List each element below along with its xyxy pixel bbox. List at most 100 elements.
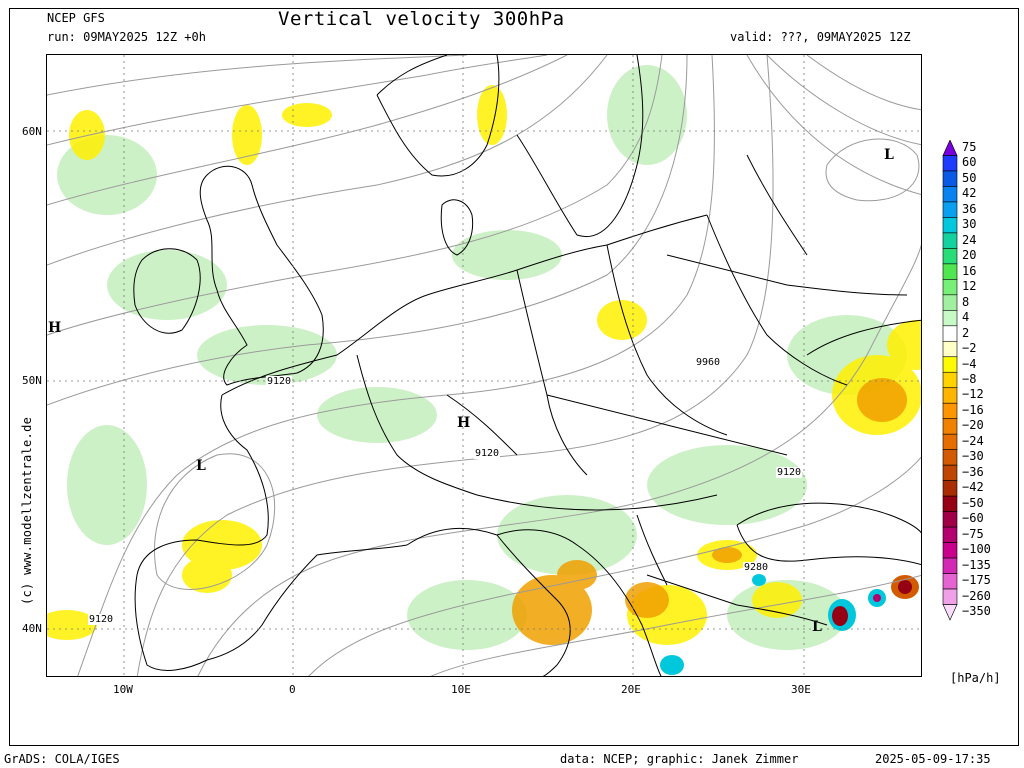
ascent-areas: [57, 65, 907, 650]
colorbar-swatch: [942, 294, 958, 311]
colorbar-swatch: [942, 526, 958, 543]
run-info: run: 09MAY2025 12Z +0h: [47, 30, 206, 44]
colorbar-swatch: [942, 433, 958, 450]
descent-areas: [47, 85, 921, 645]
colorbar-swatch: [942, 604, 958, 621]
intense-cells: [660, 574, 919, 675]
colorbar-tick-label: 50: [962, 170, 977, 185]
contour-label: 9960: [695, 357, 722, 368]
footer-timestamp: 2025-05-09-17:35: [875, 752, 991, 766]
colorbar-swatch: [942, 263, 958, 280]
lon-label-10w: 10W: [113, 683, 133, 696]
colorbar-tick-label: 60: [962, 155, 977, 170]
weather-map: [46, 54, 922, 677]
colorbar-swatch: [942, 418, 958, 435]
lon-label-30e: 30E: [791, 683, 811, 696]
lat-label-50n: 50N: [22, 374, 42, 387]
colorbar-tick-label: −36: [962, 464, 984, 479]
lat-label-40n: 40N: [22, 622, 42, 635]
colorbar-tick-label: −75: [962, 526, 984, 541]
colorbar-tick-label: −175: [962, 573, 991, 588]
colorbar-swatch: [942, 557, 958, 574]
colorbar-swatch: [942, 588, 958, 605]
colorbar-tick-label: −100: [962, 542, 991, 557]
colorbar-swatch: [942, 170, 958, 187]
map-graphics: [47, 55, 921, 676]
colorbar-swatch: [942, 480, 958, 497]
footer-credits: data: NCEP; graphic: Janek Zimmer: [560, 752, 799, 766]
low-center-biscay: L: [196, 458, 206, 474]
colorbar-tick-label: −30: [962, 449, 984, 464]
lon-label-20e: 20E: [621, 683, 641, 696]
colorbar-swatch: [942, 201, 958, 218]
colorbar-tick-label: −42: [962, 480, 984, 495]
colorbar-swatch: [942, 573, 958, 590]
colorbar-tick-label: 16: [962, 263, 977, 278]
low-center-southeast: L: [812, 619, 822, 635]
colorbar-tick-label: −8: [962, 372, 977, 386]
colorbar-tick-label: 75: [962, 139, 977, 154]
contour-label: 9120: [776, 467, 803, 478]
colorbar-tick-label: 8: [962, 294, 970, 309]
colorbar-swatch: [942, 217, 958, 234]
colorbar-tick-label: −350: [962, 604, 991, 619]
high-center-central: H: [457, 415, 471, 431]
colorbar-tick-label: −260: [962, 588, 991, 603]
graticule: [47, 55, 921, 676]
colorbar-swatch: [942, 511, 958, 528]
strong-descent-areas: [512, 378, 907, 645]
colorbar-tick-label: −60: [962, 511, 984, 526]
low-center-northeast: L: [884, 147, 894, 163]
high-center-west: H: [48, 320, 62, 336]
copyright-text: (c) www.modellzentrale.de: [20, 416, 34, 605]
footer-software: GrADS: COLA/IGES: [4, 752, 120, 766]
colorbar-swatch: [942, 356, 958, 373]
colorbar-tick-label: −2: [962, 341, 977, 356]
contour-label: 9280: [743, 562, 770, 573]
colorbar-swatch: [942, 155, 958, 172]
colorbar-swatch: [942, 279, 958, 296]
colorbar-tick-label: −20: [962, 418, 984, 433]
colorbar-tick-label: −16: [962, 402, 984, 417]
lat-label-60n: 60N: [22, 125, 42, 138]
colorbar-tick-label: 12: [962, 279, 977, 294]
colorbar-swatch: [942, 449, 958, 466]
lon-label-0: 0: [289, 683, 296, 696]
colorbar-tick-label: 4: [962, 310, 970, 325]
colorbar-tick-label: 24: [962, 232, 977, 247]
colorbar-tick-label: 36: [962, 201, 977, 216]
colorbar-tick-label: −24: [962, 433, 984, 448]
colorbar-swatch: [942, 495, 958, 512]
map-title: Vertical velocity 300hPa: [278, 8, 565, 30]
contour-label: 9120: [266, 376, 293, 387]
colorbar-swatch: [942, 542, 958, 559]
colorbar-swatch: [942, 371, 958, 389]
colorbar-swatch: [942, 232, 958, 249]
colorbar-tick-label: 2: [962, 325, 970, 340]
colorbar-swatch: [942, 340, 958, 358]
contour-label: 9120: [88, 614, 115, 625]
colorbar-tick-label: −4: [962, 356, 977, 371]
colorbar-unit: [hPa/h]: [950, 671, 1001, 685]
colorbar-tick-label: −135: [962, 557, 991, 572]
colorbar-tick-label: −50: [962, 495, 984, 510]
colorbar-tick-label: 42: [962, 186, 977, 201]
colorbar-swatch: [942, 464, 958, 481]
height-contours: [47, 55, 921, 676]
colorbar-swatch: [942, 248, 958, 265]
plot-frame: [9, 8, 1019, 746]
valid-time: valid: ???, 09MAY2025 12Z: [730, 30, 911, 44]
model-source: NCEP GFS: [47, 11, 105, 25]
colorbar-swatch: [942, 325, 958, 342]
colorbar-swatch: [942, 387, 958, 404]
colorbar-tick-label: 30: [962, 217, 977, 232]
lon-label-10e: 10E: [451, 683, 471, 696]
coastlines-borders: [133, 55, 921, 676]
colorbar-swatch: [942, 310, 958, 327]
contour-label: 9120: [474, 448, 501, 459]
colorbar-swatch: [942, 402, 958, 420]
colorbar: [942, 140, 958, 621]
colorbar-tick-label: 20: [962, 248, 977, 263]
colorbar-swatch: [942, 140, 958, 156]
colorbar-tick-label: −12: [962, 387, 984, 402]
